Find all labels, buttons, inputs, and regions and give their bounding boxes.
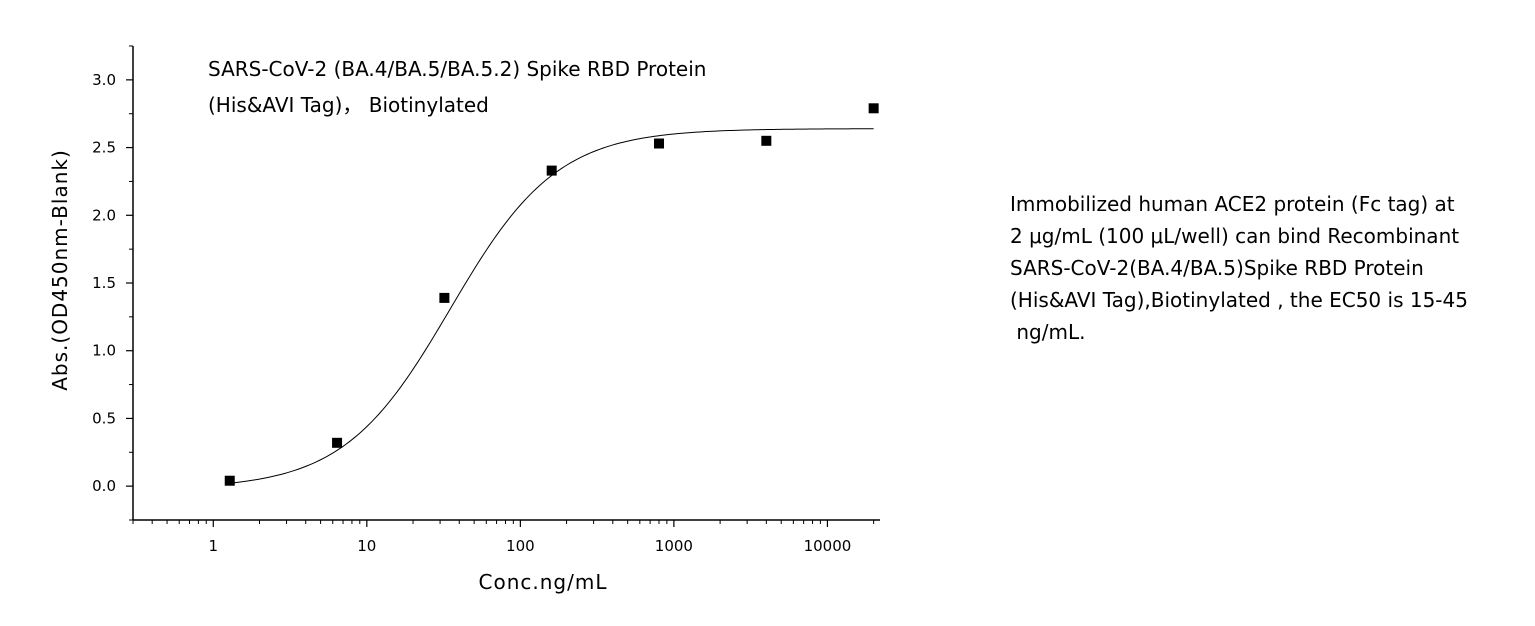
- description-line: Immobilized human ACE2 protein (Fc tag) …: [1010, 192, 1455, 216]
- y-tick-label: 2.5: [92, 139, 116, 157]
- y-tick-label: 1.5: [92, 274, 116, 292]
- y-axis-title: Abs.(OD450nm-Blank): [48, 149, 72, 391]
- description-line: SARS-CoV-2(BA.4/BA.5)Spike RBD Protein: [1010, 256, 1424, 280]
- data-point: [654, 138, 665, 149]
- x-tick-label: 10: [357, 537, 376, 555]
- x-tick-label: 1000: [655, 537, 693, 555]
- description-line: (His&AVI Tag),Biotinylated , the EC50 is…: [1010, 288, 1468, 312]
- y-tick-label: 1.0: [92, 342, 116, 360]
- y-tick-label: 0.5: [92, 409, 116, 427]
- y-tick-label: 3.0: [92, 71, 116, 89]
- data-points: [224, 103, 879, 486]
- chart-axes: [132, 46, 880, 521]
- fit-curve: [229, 128, 874, 484]
- chart-title-line-1: SARS-CoV-2 (BA.4/BA.5/BA.5.2) Spike RBD …: [208, 57, 706, 81]
- fit-curve-path: [229, 128, 874, 484]
- chart-ticks: 0.0 0.5 1.0 1.5 2.0 2.5 3.0 1 10 100 1000 10000: [92, 45, 875, 555]
- data-point: [439, 292, 450, 303]
- data-point: [868, 103, 879, 114]
- chart: 0.0 0.5 1.0 1.5 2.0 2.5 3.0 1 10 100 1000 10000 SAR…: [48, 45, 880, 594]
- data-point: [224, 475, 235, 486]
- description-line: ng/mL.: [1010, 320, 1086, 344]
- data-point: [546, 165, 557, 176]
- x-axis-title: Conc.ng/mL: [479, 570, 608, 594]
- x-tick-label: 1: [209, 537, 219, 555]
- y-tick-label: 0.0: [92, 477, 116, 495]
- data-point: [332, 437, 343, 448]
- x-tick-label: 10000: [804, 537, 852, 555]
- chart-title-line-2: (His&AVI Tag)， Biotinylated: [208, 93, 489, 117]
- x-tick-label: 100: [506, 537, 535, 555]
- description-line: 2 μg/mL (100 μL/well) can bind Recombina…: [1010, 224, 1460, 248]
- data-point: [761, 135, 772, 146]
- y-tick-label: 2.0: [92, 206, 116, 224]
- description-text: Immobilized human ACE2 protein (Fc tag) …: [1010, 188, 1510, 348]
